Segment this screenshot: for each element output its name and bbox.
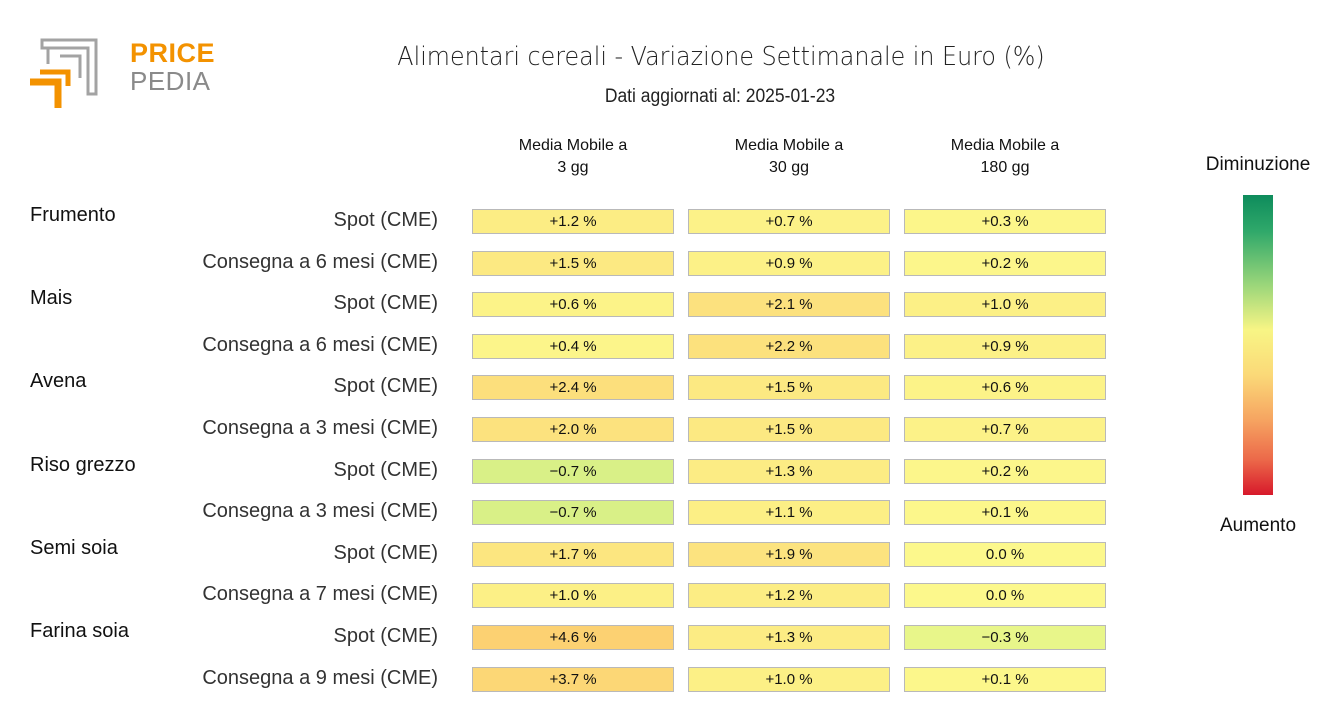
heatmap-cell: +0.1 % bbox=[904, 500, 1106, 526]
heatmap-cell: −0.7 % bbox=[472, 500, 674, 526]
row-label: Spot (CME) bbox=[333, 292, 438, 315]
column-header-180gg: Media Mobile a 180 gg bbox=[904, 135, 1106, 179]
row-label: Spot (CME) bbox=[333, 375, 438, 398]
heatmap-cell: +2.4 % bbox=[472, 375, 674, 401]
row-label: Consegna a 3 mesi (CME) bbox=[202, 500, 438, 523]
chart-title: Alimentari cereali - Variazione Settiman… bbox=[397, 42, 1045, 72]
group-label: Farina soia bbox=[30, 620, 129, 642]
row-label: Spot (CME) bbox=[333, 458, 438, 481]
row-label: Spot (CME) bbox=[333, 625, 438, 647]
column-header-line1: Media Mobile a bbox=[518, 137, 628, 154]
heatmap-cell: +0.9 % bbox=[688, 250, 890, 276]
heatmap-cell: −0.3 % bbox=[904, 625, 1106, 650]
heatmap-cell: +1.9 % bbox=[688, 541, 890, 567]
group-label: Frumento bbox=[30, 204, 116, 226]
heatmap-cell: +4.6 % bbox=[472, 625, 674, 650]
column-header-line2: 3 gg bbox=[557, 159, 589, 176]
legend-top-label: Diminuzione bbox=[1205, 154, 1311, 175]
heatmap-cell: 0.0 % bbox=[904, 583, 1106, 609]
logo-word-pedia: PEDIA bbox=[130, 66, 211, 96]
row-label: Spot (CME) bbox=[333, 209, 438, 231]
group-label: Semi soia bbox=[30, 536, 118, 559]
column-header-line2: 180 gg bbox=[980, 159, 1030, 176]
heatmap-cell: +0.2 % bbox=[904, 458, 1106, 484]
column-header-30gg: Media Mobile a 30 gg bbox=[688, 135, 890, 179]
heatmap-cell: +1.0 % bbox=[688, 666, 890, 692]
logo-mark-icon bbox=[30, 38, 98, 108]
heatmap-cell: +1.0 % bbox=[904, 292, 1106, 318]
heatmap-cell: +2.2 % bbox=[688, 333, 890, 359]
heatmap-cell: +0.6 % bbox=[904, 375, 1106, 401]
group-label: Riso grezzo bbox=[30, 453, 136, 476]
logo-word-price: PRICE bbox=[130, 38, 216, 68]
heatmap-cell: 0.0 % bbox=[904, 541, 1106, 567]
heatmap-cell: +0.1 % bbox=[904, 666, 1106, 692]
pricepedia-logo: PRICE PEDIA bbox=[30, 38, 215, 110]
heatmap-cell: +1.5 % bbox=[688, 375, 890, 401]
column-header-line1: Media Mobile a bbox=[734, 137, 844, 154]
heatmap-cell: +0.2 % bbox=[904, 250, 1106, 276]
heatmap-cell: +0.3 % bbox=[904, 209, 1106, 234]
heatmap-cell: +1.5 % bbox=[472, 250, 674, 276]
heatmap-cell: +0.6 % bbox=[472, 292, 674, 318]
group-label: Avena bbox=[30, 370, 87, 393]
legend-bottom-label: Aumento bbox=[1219, 515, 1297, 536]
heatmap-cell: +0.7 % bbox=[688, 209, 890, 234]
column-header-3gg: Media Mobile a 3 gg bbox=[472, 135, 674, 179]
heatmap-cell: +1.3 % bbox=[688, 458, 890, 484]
row-label: Consegna a 6 mesi (CME) bbox=[202, 250, 438, 273]
heatmap-cell: +3.7 % bbox=[472, 666, 674, 692]
column-header-line2: 30 gg bbox=[768, 159, 810, 176]
heatmap-cell: +1.2 % bbox=[688, 583, 890, 609]
heatmap-cell: +1.0 % bbox=[472, 583, 674, 609]
heatmap-cell: −0.7 % bbox=[472, 458, 674, 484]
row-label: Consegna a 6 mesi (CME) bbox=[202, 333, 438, 356]
heatmap-cell: +1.7 % bbox=[472, 541, 674, 567]
heatmap-cell: +2.0 % bbox=[472, 417, 674, 442]
column-header-line1: Media Mobile a bbox=[950, 137, 1060, 154]
heatmap-cell: +0.7 % bbox=[904, 417, 1106, 442]
row-label: Consegna a 9 mesi (CME) bbox=[202, 666, 438, 689]
heatmap-cell: +1.3 % bbox=[688, 625, 890, 650]
chart-subtitle: Dati aggiornati al: 2025-01-23 bbox=[604, 86, 836, 107]
heatmap-cell: +2.1 % bbox=[688, 292, 890, 318]
legend-color-scale bbox=[1243, 195, 1273, 495]
group-label: Mais bbox=[30, 287, 73, 310]
row-label: Spot (CME) bbox=[333, 541, 438, 564]
heatmap-cell: +0.9 % bbox=[904, 333, 1106, 359]
heatmap-cell: +1.2 % bbox=[472, 209, 674, 234]
heatmap-cell: +0.4 % bbox=[472, 333, 674, 359]
heatmap-cell: +1.1 % bbox=[688, 500, 890, 526]
row-label: Consegna a 7 mesi (CME) bbox=[202, 583, 438, 606]
row-label: Consegna a 3 mesi (CME) bbox=[202, 417, 438, 439]
heatmap-cell: +1.5 % bbox=[688, 417, 890, 442]
